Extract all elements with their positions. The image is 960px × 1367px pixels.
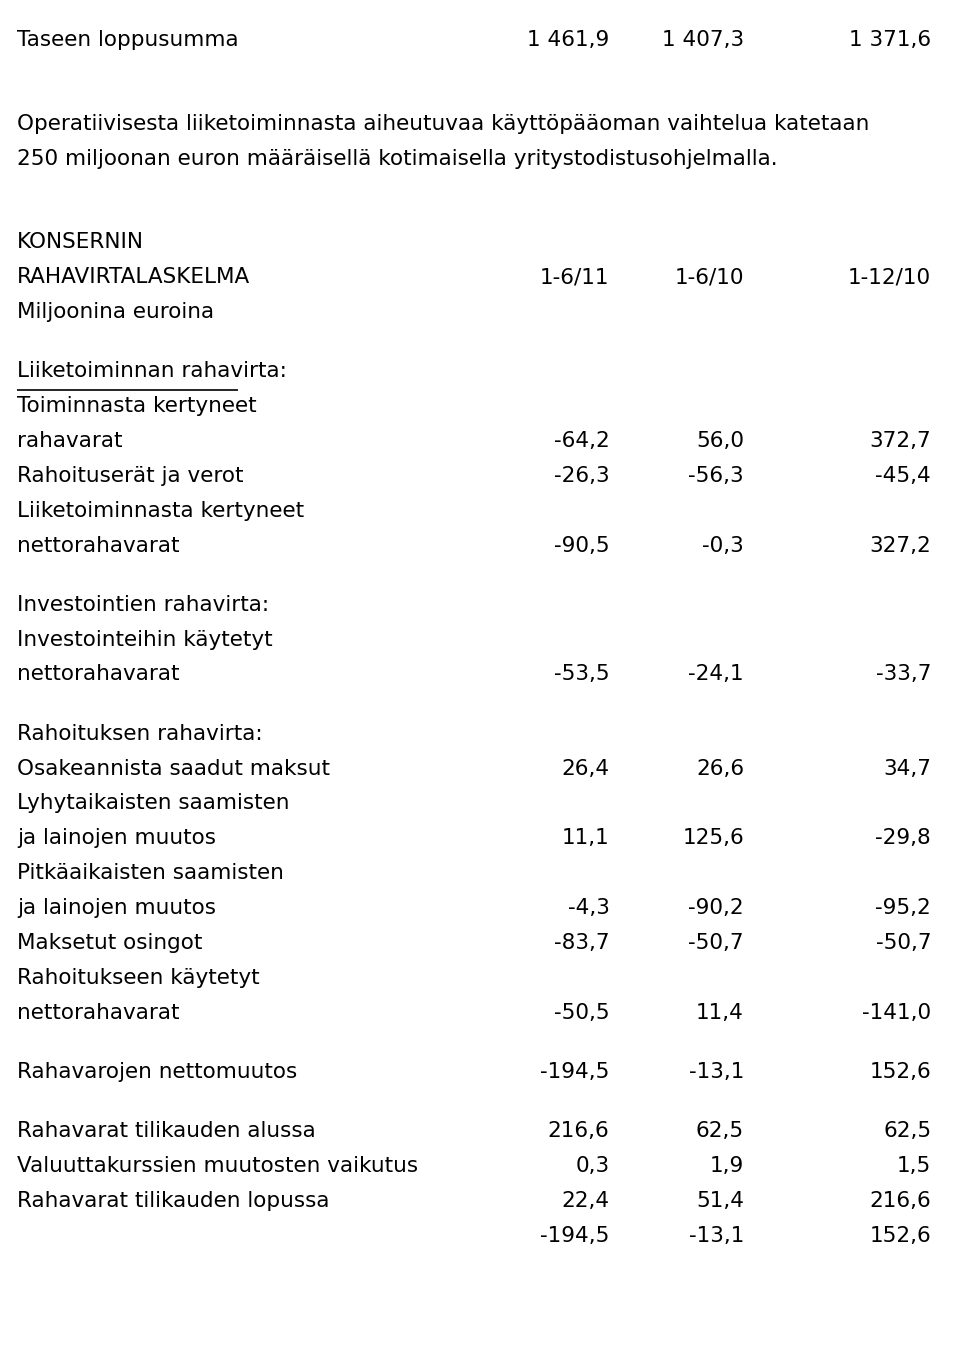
Text: Osakeannista saadut maksut: Osakeannista saadut maksut	[17, 759, 330, 779]
Text: 152,6: 152,6	[870, 1226, 931, 1245]
Text: 22,4: 22,4	[562, 1191, 610, 1211]
Text: rahavarat: rahavarat	[17, 431, 123, 451]
Text: -194,5: -194,5	[540, 1226, 610, 1245]
Text: 51,4: 51,4	[696, 1191, 744, 1211]
Text: Lyhytaikaisten saamisten: Lyhytaikaisten saamisten	[17, 793, 290, 813]
Text: Operatiivisesta liiketoiminnasta aiheutuvaa käyttöpääoman vaihtelua katetaan: Operatiivisesta liiketoiminnasta aiheutu…	[17, 113, 870, 134]
Text: Taseen loppusumma: Taseen loppusumma	[17, 30, 239, 51]
Text: nettorahavarat: nettorahavarat	[17, 664, 180, 685]
Text: 1 407,3: 1 407,3	[661, 30, 744, 51]
Text: 250 miljoonan euron määräisellä kotimaisella yritystodistusohjelmalla.: 250 miljoonan euron määräisellä kotimais…	[17, 149, 778, 168]
Text: -13,1: -13,1	[688, 1226, 744, 1245]
Text: 26,6: 26,6	[696, 759, 744, 779]
Text: -45,4: -45,4	[876, 466, 931, 485]
Text: 1-6/11: 1-6/11	[540, 267, 610, 287]
Text: Liiketoiminnasta kertyneet: Liiketoiminnasta kertyneet	[17, 500, 304, 521]
Text: -53,5: -53,5	[554, 664, 610, 685]
Text: -95,2: -95,2	[876, 898, 931, 919]
Text: Toiminnasta kertyneet: Toiminnasta kertyneet	[17, 396, 257, 416]
Text: ja lainojen muutos: ja lainojen muutos	[17, 898, 216, 919]
Text: Rahoitukseen käytetyt: Rahoitukseen käytetyt	[17, 968, 260, 988]
Text: 372,7: 372,7	[870, 431, 931, 451]
Text: Valuuttakurssien muutosten vaikutus: Valuuttakurssien muutosten vaikutus	[17, 1156, 419, 1176]
Text: -33,7: -33,7	[876, 664, 931, 685]
Text: nettorahavarat: nettorahavarat	[17, 1002, 180, 1023]
Text: 1,5: 1,5	[897, 1156, 931, 1176]
Text: Rahavarojen nettomuutos: Rahavarojen nettomuutos	[17, 1062, 298, 1081]
Text: Rahavarat tilikauden lopussa: Rahavarat tilikauden lopussa	[17, 1191, 330, 1211]
Text: nettorahavarat: nettorahavarat	[17, 536, 180, 555]
Text: -0,3: -0,3	[703, 536, 744, 555]
Text: Miljoonina euroina: Miljoonina euroina	[17, 302, 214, 323]
Text: Investointien rahavirta:: Investointien rahavirta:	[17, 595, 270, 615]
Text: 0,3: 0,3	[575, 1156, 610, 1176]
Text: -64,2: -64,2	[554, 431, 610, 451]
Text: -50,5: -50,5	[554, 1002, 610, 1023]
Text: 327,2: 327,2	[870, 536, 931, 555]
Text: -4,3: -4,3	[567, 898, 610, 919]
Text: 1 461,9: 1 461,9	[527, 30, 610, 51]
Text: 11,1: 11,1	[562, 828, 610, 849]
Text: -50,7: -50,7	[688, 932, 744, 953]
Text: KONSERNIN: KONSERNIN	[17, 232, 144, 253]
Text: 1-6/10: 1-6/10	[675, 267, 744, 287]
Text: Rahoituksen rahavirta:: Rahoituksen rahavirta:	[17, 723, 263, 744]
Text: 26,4: 26,4	[562, 759, 610, 779]
Text: -90,2: -90,2	[688, 898, 744, 919]
Text: 1,9: 1,9	[709, 1156, 744, 1176]
Text: 62,5: 62,5	[883, 1121, 931, 1141]
Text: -141,0: -141,0	[862, 1002, 931, 1023]
Text: Pitkäaikaisten saamisten: Pitkäaikaisten saamisten	[17, 863, 284, 883]
Text: 56,0: 56,0	[696, 431, 744, 451]
Text: Rahoituserät ja verot: Rahoituserät ja verot	[17, 466, 244, 485]
Text: 125,6: 125,6	[683, 828, 744, 849]
Text: RAHAVIRTALASKELMA: RAHAVIRTALASKELMA	[17, 267, 251, 287]
Text: Maksetut osingot: Maksetut osingot	[17, 932, 203, 953]
Text: -24,1: -24,1	[688, 664, 744, 685]
Text: 34,7: 34,7	[883, 759, 931, 779]
Text: -50,7: -50,7	[876, 932, 931, 953]
Text: -194,5: -194,5	[540, 1062, 610, 1081]
Text: 216,6: 216,6	[870, 1191, 931, 1211]
Text: Investointeihin käytetyt: Investointeihin käytetyt	[17, 630, 273, 649]
Text: -13,1: -13,1	[688, 1062, 744, 1081]
Text: Liiketoiminnan rahavirta:: Liiketoiminnan rahavirta:	[17, 361, 287, 381]
Text: 216,6: 216,6	[548, 1121, 610, 1141]
Text: 62,5: 62,5	[696, 1121, 744, 1141]
Text: 152,6: 152,6	[870, 1062, 931, 1081]
Text: -83,7: -83,7	[554, 932, 610, 953]
Text: -56,3: -56,3	[688, 466, 744, 485]
Text: Rahavarat tilikauden alussa: Rahavarat tilikauden alussa	[17, 1121, 316, 1141]
Text: -26,3: -26,3	[554, 466, 610, 485]
Text: 11,4: 11,4	[696, 1002, 744, 1023]
Text: 1 371,6: 1 371,6	[849, 30, 931, 51]
Text: -90,5: -90,5	[554, 536, 610, 555]
Text: -29,8: -29,8	[876, 828, 931, 849]
Text: ja lainojen muutos: ja lainojen muutos	[17, 828, 216, 849]
Text: 1-12/10: 1-12/10	[848, 267, 931, 287]
